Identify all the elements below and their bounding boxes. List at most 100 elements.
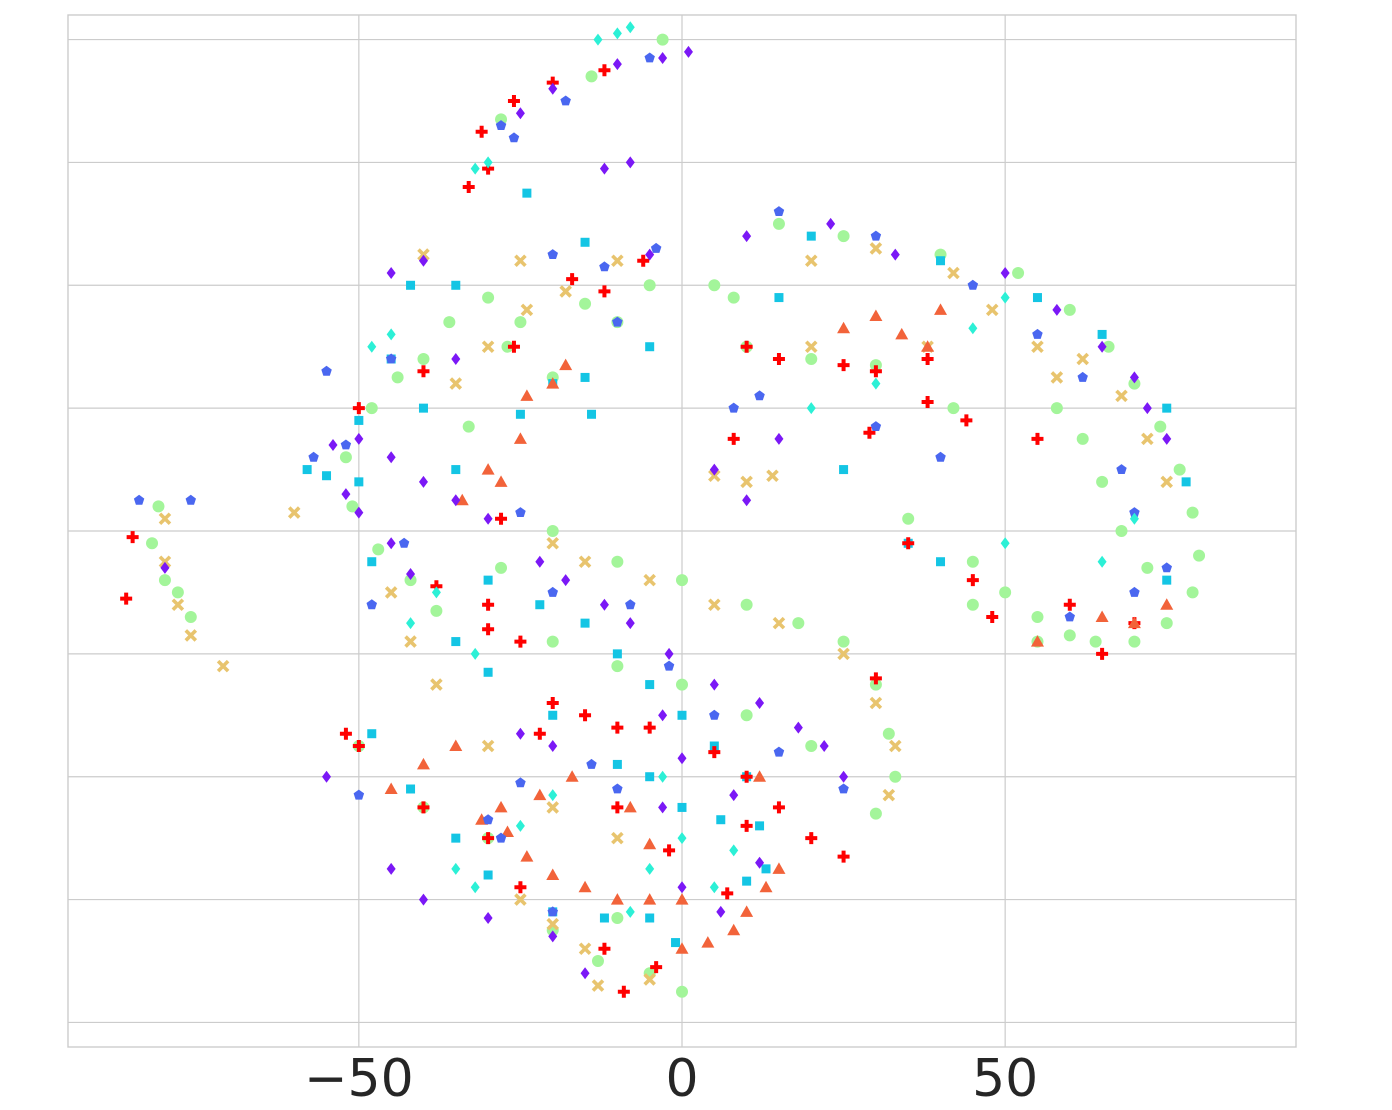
point-0-56 xyxy=(158,574,171,587)
point-2-49 xyxy=(302,465,312,475)
point-1-29 xyxy=(643,973,656,986)
point-4-16 xyxy=(520,389,534,401)
point-6-40 xyxy=(870,421,882,431)
point-2-5 xyxy=(367,557,377,567)
point-5-14 xyxy=(1052,303,1062,316)
point-2-36 xyxy=(936,256,946,266)
point-4-21 xyxy=(513,432,527,444)
point-3-52 xyxy=(430,580,443,593)
point-3-31 xyxy=(837,850,850,863)
point-2-32 xyxy=(515,409,525,419)
point-0-40 xyxy=(882,727,895,740)
point-1-27 xyxy=(514,893,527,906)
point-6-32 xyxy=(133,494,145,505)
point-0-65 xyxy=(708,279,721,292)
point-6-12 xyxy=(1077,371,1088,382)
point-1-47 xyxy=(287,506,301,519)
point-3-37 xyxy=(514,881,527,894)
point-7-16 xyxy=(1000,291,1010,304)
point-5-11 xyxy=(826,217,836,230)
point-5-18 xyxy=(1162,432,1172,445)
point-1-24 xyxy=(481,739,495,753)
point-7-15 xyxy=(968,322,978,335)
point-3-6 xyxy=(507,340,520,353)
point-4-30 xyxy=(1095,610,1109,622)
point-6-37 xyxy=(515,507,526,517)
point-5-58 xyxy=(160,561,170,574)
point-5-2 xyxy=(612,58,622,71)
point-2-27 xyxy=(483,870,493,880)
point-5-39 xyxy=(658,801,668,814)
point-0-26 xyxy=(365,402,378,415)
point-2-41 xyxy=(1162,575,1172,585)
point-5-30 xyxy=(755,697,765,709)
point-5-12 xyxy=(890,248,900,261)
point-6-5 xyxy=(599,261,610,272)
point-6-27 xyxy=(586,758,597,769)
point-3-42 xyxy=(740,819,753,832)
point-7-25 xyxy=(470,881,480,894)
point-1-11 xyxy=(772,616,786,630)
point-2-34 xyxy=(645,342,655,352)
point-6-0 xyxy=(644,52,655,63)
point-0-45 xyxy=(676,678,688,691)
point-5-32 xyxy=(819,740,829,752)
point-1-37 xyxy=(1115,389,1128,403)
point-1-19 xyxy=(184,629,198,642)
point-2-20 xyxy=(612,759,622,769)
point-3-12 xyxy=(772,353,785,365)
point-1-18 xyxy=(158,512,172,525)
point-5-45 xyxy=(483,912,493,924)
point-5-44 xyxy=(418,893,428,906)
point-5-26 xyxy=(599,598,609,611)
point-7-23 xyxy=(658,770,668,783)
point-6-14 xyxy=(1129,507,1140,517)
point-3-40 xyxy=(650,961,663,974)
point-3-4 xyxy=(482,162,495,175)
point-4-11 xyxy=(701,936,715,948)
point-1-34 xyxy=(985,303,999,317)
point-1-32 xyxy=(869,242,883,255)
point-5-35 xyxy=(386,537,396,550)
point-0-35 xyxy=(676,574,688,587)
point-1-9 xyxy=(643,573,656,587)
point-5-10 xyxy=(742,230,752,243)
point-5-13 xyxy=(1000,267,1010,279)
point-4-38 xyxy=(623,800,637,813)
point-4-15 xyxy=(772,862,786,874)
point-7-1 xyxy=(612,27,622,40)
point-3-34 xyxy=(352,740,365,752)
point-5-36 xyxy=(406,568,416,580)
point-4-18 xyxy=(559,358,573,371)
point-7-26 xyxy=(625,905,635,918)
point-3-36 xyxy=(482,832,495,845)
point-0-46 xyxy=(611,660,624,673)
point-2-11 xyxy=(677,710,687,720)
point-5-23 xyxy=(483,512,493,525)
point-0-73 xyxy=(1115,525,1128,537)
point-7-11 xyxy=(645,862,655,875)
point-0-78 xyxy=(727,291,740,304)
point-4-6 xyxy=(546,868,560,880)
point-5-55 xyxy=(548,740,558,752)
point-5-47 xyxy=(580,967,590,980)
point-0-21 xyxy=(902,512,915,525)
point-0-55 xyxy=(591,955,604,967)
point-6-23 xyxy=(663,660,675,671)
point-1-26 xyxy=(611,831,624,845)
point-3-33 xyxy=(663,844,676,857)
point-0-79 xyxy=(966,598,979,611)
point-0-61 xyxy=(462,420,475,433)
point-2-31 xyxy=(671,938,681,948)
point-3-54 xyxy=(533,727,546,740)
point-4-24 xyxy=(869,309,883,321)
point-4-9 xyxy=(643,893,657,905)
x-tick-labels: −50 0 50 xyxy=(304,1049,1038,1109)
point-5-0 xyxy=(515,107,525,120)
point-6-4 xyxy=(547,249,558,259)
point-1-8 xyxy=(578,555,592,568)
point-6-29 xyxy=(495,832,507,843)
point-2-18 xyxy=(483,667,493,677)
point-1-12 xyxy=(837,647,850,661)
point-5-28 xyxy=(664,647,674,660)
